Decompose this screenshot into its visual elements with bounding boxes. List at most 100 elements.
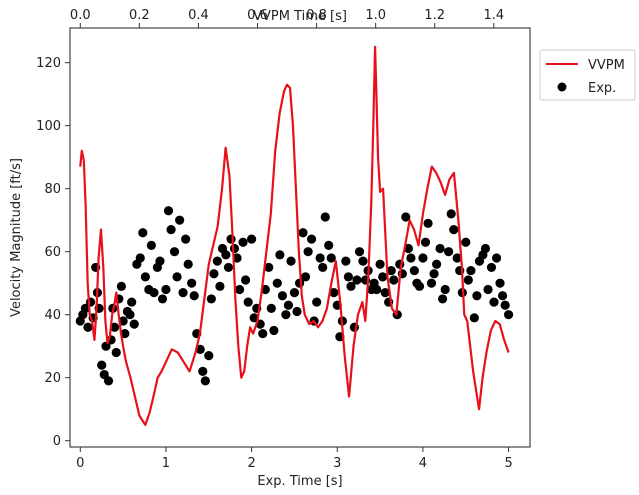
x-tick-label: 1 xyxy=(162,456,170,471)
exp-point xyxy=(161,284,171,295)
x2-tick-label: 1.2 xyxy=(424,8,445,23)
exp-point xyxy=(206,294,216,304)
y-tick-label: 60 xyxy=(44,245,61,260)
exp-point xyxy=(183,259,193,269)
exp-point xyxy=(138,228,148,238)
exp-point xyxy=(341,256,351,266)
exp-point xyxy=(446,209,456,219)
legend-label-exp: Exp. xyxy=(588,81,616,96)
exp-point xyxy=(423,218,433,228)
plot-area xyxy=(75,45,514,427)
exp-point xyxy=(420,237,431,247)
exp-point xyxy=(326,253,336,263)
exp-point xyxy=(497,291,508,301)
exp-point xyxy=(375,259,385,269)
exp-point xyxy=(315,253,325,263)
exp-point xyxy=(247,234,257,244)
exp-point xyxy=(283,300,294,310)
exp-point xyxy=(166,225,176,235)
exp-point xyxy=(466,265,476,276)
exp-point xyxy=(449,225,459,235)
exp-point xyxy=(444,247,454,257)
exp-point xyxy=(298,228,308,238)
exp-point xyxy=(324,240,334,250)
exp-point xyxy=(264,262,274,273)
exp-point xyxy=(272,278,282,288)
exp-point xyxy=(204,351,214,361)
exp-point xyxy=(149,288,159,298)
exp-point xyxy=(215,281,225,291)
exp-point xyxy=(429,269,439,279)
exp-point xyxy=(346,281,356,291)
exp-point xyxy=(406,253,416,263)
exp-point xyxy=(277,291,288,301)
exp-point xyxy=(358,256,368,266)
exp-point xyxy=(269,325,279,336)
exp-point xyxy=(480,243,491,254)
exp-point xyxy=(209,269,219,279)
exp-point xyxy=(486,262,497,273)
exp-point xyxy=(101,341,111,351)
exp-point xyxy=(414,281,425,291)
exp-point xyxy=(401,212,411,222)
exp-point xyxy=(229,243,240,254)
exp-point xyxy=(189,291,199,301)
exp-point xyxy=(187,278,197,288)
exp-point xyxy=(440,284,450,295)
exp-point xyxy=(275,250,285,260)
exp-point xyxy=(426,278,437,288)
exp-point xyxy=(354,247,365,257)
exp-point xyxy=(503,310,514,320)
exp-point xyxy=(103,376,114,386)
exp-point xyxy=(463,275,473,285)
exp-point xyxy=(232,253,242,263)
exp-point xyxy=(249,313,259,323)
exp-point xyxy=(200,376,210,386)
x2-tick-label: 0.0 xyxy=(70,8,91,23)
exp-point xyxy=(329,288,339,298)
exp-point xyxy=(169,247,180,257)
legend: VVPM Exp. xyxy=(539,49,636,101)
exp-point xyxy=(306,234,317,244)
exp-point xyxy=(83,322,93,332)
y-tick-label: 120 xyxy=(36,56,61,71)
exp-point xyxy=(125,310,135,320)
y-tick-label: 40 xyxy=(44,308,61,323)
exp-point xyxy=(111,347,121,358)
exp-point xyxy=(461,237,471,247)
exp-point xyxy=(226,234,236,244)
exp-point xyxy=(483,284,493,295)
exp-point xyxy=(438,294,448,304)
x-tick-label: 3 xyxy=(333,456,341,471)
y-tick-label: 20 xyxy=(44,371,61,386)
exp-point xyxy=(221,250,231,260)
exp-point xyxy=(292,306,302,317)
x2-tick-label: 0.6 xyxy=(247,8,268,23)
legend-dot-swatch xyxy=(557,82,567,92)
x-tick-label: 4 xyxy=(419,456,427,471)
exp-point xyxy=(320,212,330,222)
exp-point xyxy=(372,284,382,295)
x-axis-label: Exp. Time [s] xyxy=(257,474,342,489)
exp-point xyxy=(140,272,150,282)
x-tick-label: 5 xyxy=(504,456,512,471)
y-axis-label: Velocity Magnitude [ft/s] xyxy=(9,158,24,317)
exp-point xyxy=(435,243,445,254)
plot-frame xyxy=(69,27,531,448)
exp-point xyxy=(129,319,139,329)
exp-point xyxy=(116,281,126,291)
y-tick-label: 100 xyxy=(36,119,61,134)
exp-point xyxy=(318,262,328,273)
exp-point xyxy=(243,297,253,307)
x2-tick-label: 0.4 xyxy=(188,8,209,23)
exp-point xyxy=(97,360,107,370)
exp-point xyxy=(175,215,185,225)
exp-point xyxy=(312,297,322,307)
exp-point xyxy=(469,313,479,323)
y-tick-label: 80 xyxy=(44,182,61,197)
exp-point xyxy=(258,328,268,339)
exp-point xyxy=(85,297,96,307)
exp-point xyxy=(80,303,91,313)
